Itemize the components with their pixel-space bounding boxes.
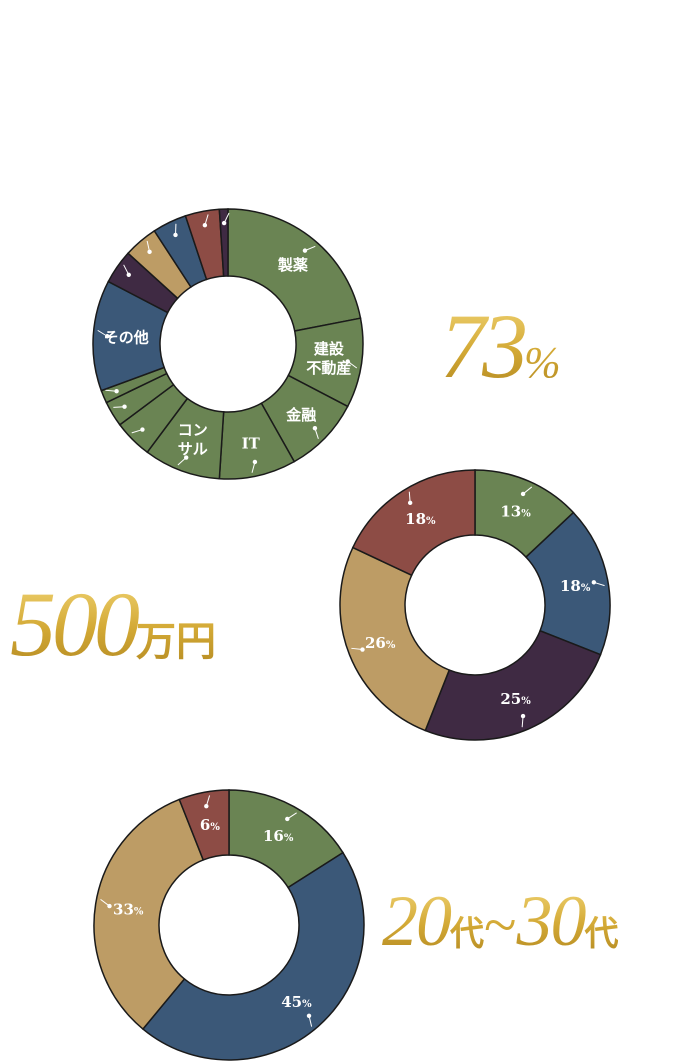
donut-1-label-2: 建設不動産 [306,340,351,377]
donut-2-slice-4 [339,546,451,732]
donut-3-label-1: 16% [263,827,294,845]
donut-1-dot-14 [221,220,227,226]
donut-1-dot-11 [147,249,152,255]
donut-1-dot-12 [173,232,178,238]
age-from-number: 20 [382,881,450,961]
age-from-unit: 代 [450,914,484,954]
donut-chart-2: 13% 18% 25% 26% 18% [339,469,611,741]
donut-1-label-9: その他 [104,328,149,346]
age-range-stat: 20代~30代 [382,885,618,957]
donut-1-dot-4 [252,459,258,465]
donut-3-dot-3 [107,903,112,909]
donut-2-label-5: 18% [405,510,436,528]
donut-1-label-1: 製薬 [277,256,308,274]
donut-1-dot-3 [312,425,318,431]
salary-stat: 500万円 [10,578,216,670]
donut-3-label-2: 45% [281,993,312,1011]
donut-1-label-3: 金融 [285,406,316,424]
donut-1-label-5: コンサル [178,421,208,458]
donut-2-dot-1 [520,491,526,497]
donut-2-label-1: 13% [500,503,531,521]
donut-3-dot-4 [204,803,209,809]
donut-1-dot-9 [105,334,110,339]
donut-2-slice-5 [351,469,476,577]
donut-1-dot-10 [126,272,131,277]
percentage-stat: 73% [440,300,561,392]
salary-unit: 万円 [136,619,216,665]
donut-3-slice-4 [178,789,230,861]
donut-chart-3: 16% 45% 33% 6% [93,789,365,1061]
donut-2-dot-4 [360,647,365,652]
age-range-tilde: ~ [484,892,517,958]
donut-3-dot-1 [285,816,290,822]
donut-2-slice-3 [424,629,602,741]
donut-2-dot-2 [591,580,597,585]
percentage-sign: % [524,338,561,387]
donut-1-dot-13 [202,223,208,228]
donut-3-dot-2 [306,1013,312,1018]
percentage-number: 73 [440,295,524,397]
donut-2-label-2: 18% [560,577,591,595]
donut-1-label-4: IT [242,434,261,452]
age-to-unit: 代 [584,914,619,954]
donut-2-dot-5 [407,500,413,506]
donut-1-slice-14 [218,208,229,277]
donut-2-label-4: 26% [365,634,396,652]
donut-3-slice-3 [93,798,205,1031]
donut-1-dot-2 [345,359,350,364]
donut-3-label-3: 33% [113,900,144,918]
donut-1-dot-5 [184,455,189,460]
donut-1-dot-6 [140,427,145,432]
donut-3-label-4: 6% [200,816,220,834]
salary-number: 500 [10,573,136,675]
donut-2-dot-3 [520,713,526,719]
donut-2-label-3: 25% [500,690,531,708]
donut-1-dot-1 [302,248,308,253]
donut-1-dot-7 [122,404,127,409]
donut-1-dot-8 [114,388,119,394]
age-to-number: 30 [516,881,585,961]
donut-3-slice-2 [141,851,365,1061]
donut-1-slice-1 [227,208,362,332]
